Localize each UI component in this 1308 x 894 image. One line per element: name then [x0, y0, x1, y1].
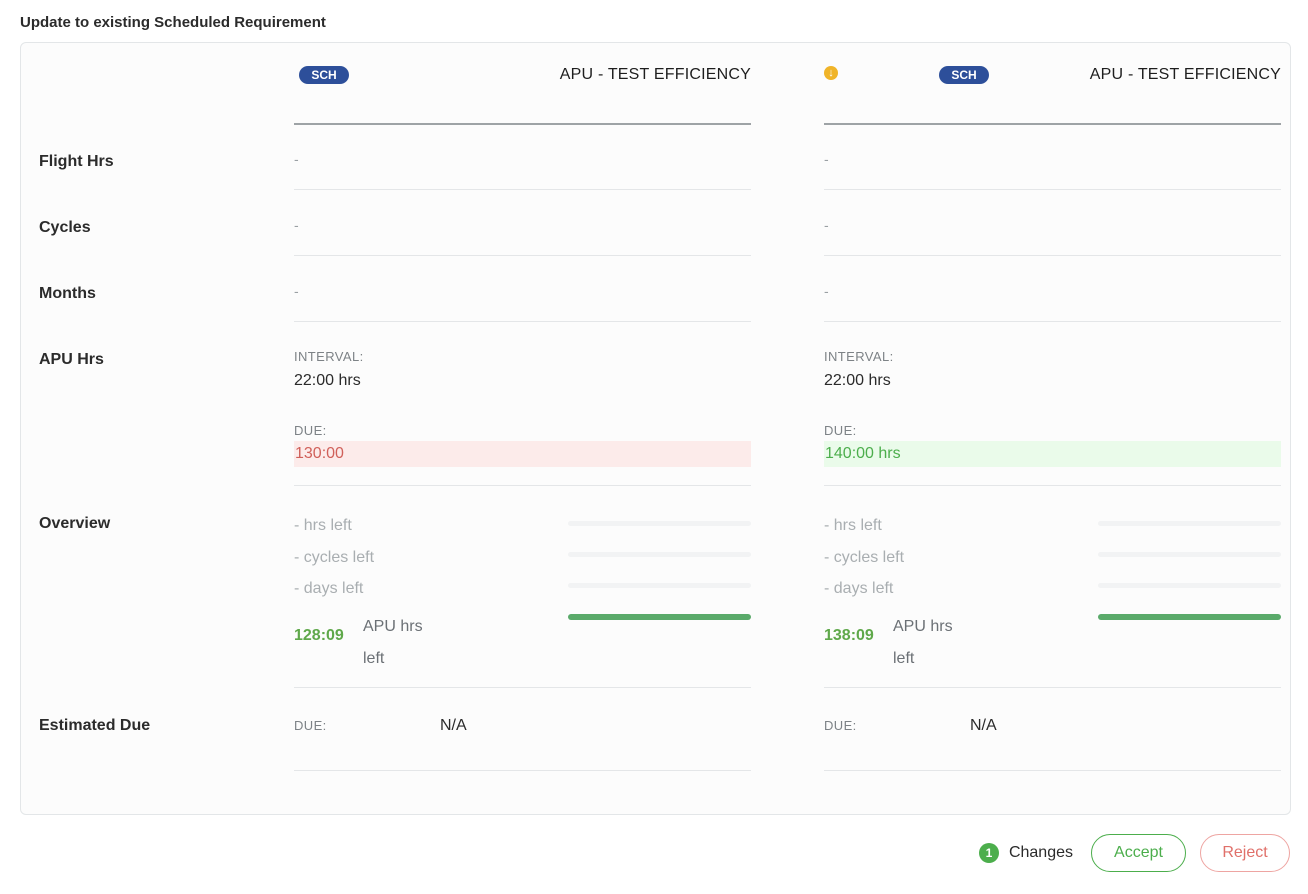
- divider: [294, 770, 751, 771]
- estimated-due-label: DUE:: [294, 718, 327, 733]
- existing-requirement-column: SCH APU - TEST EFFICIENCY - - - INTERVAL…: [294, 0, 751, 894]
- flight-hrs-value: -: [294, 151, 299, 167]
- flight-hrs-value: -: [824, 151, 829, 167]
- column-header: ↓ SCH APU - TEST EFFICIENCY: [824, 64, 1281, 125]
- row-label-apu-hrs: APU Hrs: [39, 351, 104, 368]
- due-value-new: 140:00 hrs: [824, 441, 1281, 467]
- due-value-old: 130:00: [294, 441, 751, 467]
- hrs-left-bar: [568, 521, 751, 526]
- footer-actions: 1 Changes Accept Reject: [978, 834, 1290, 872]
- apu-hrs-left-value: 138:09: [824, 627, 874, 644]
- apu-hrs-left-label-line2: left: [893, 650, 915, 667]
- page-title: Update to existing Scheduled Requirement: [20, 14, 326, 31]
- apu-hrs-left-value: 128:09: [294, 627, 344, 644]
- changes-label: Changes: [1008, 844, 1073, 861]
- divider: [824, 485, 1281, 486]
- requirement-title: APU - TEST EFFICIENCY: [559, 66, 751, 83]
- estimated-due-value: N/A: [970, 717, 997, 734]
- arrow-down-circle-icon: ↓: [824, 66, 838, 80]
- interval-label: INTERVAL:: [294, 349, 364, 364]
- changes-count-badge: 1: [978, 843, 999, 863]
- apu-hrs-left-label-line2: left: [363, 650, 385, 667]
- months-value: -: [824, 283, 829, 299]
- apu-hrs-left-bar: [568, 614, 751, 620]
- row-label-estimated-due: Estimated Due: [39, 717, 151, 734]
- divider: [294, 189, 751, 190]
- row-label-overview: Overview: [39, 515, 111, 532]
- cycles-left-bar: [568, 552, 751, 557]
- days-left-bar: [568, 583, 751, 588]
- hrs-left-text: - hrs left: [294, 517, 352, 534]
- requirement-title: APU - TEST EFFICIENCY: [1089, 66, 1281, 83]
- apu-hrs-left-label-line1: APU hrs: [893, 618, 953, 635]
- cycles-left-bar: [1098, 552, 1281, 557]
- interval-label: INTERVAL:: [824, 349, 894, 364]
- due-label: DUE:: [824, 423, 857, 438]
- days-left-bar: [1098, 583, 1281, 588]
- divider: [294, 321, 751, 322]
- divider: [294, 255, 751, 256]
- row-label-cycles: Cycles: [39, 219, 91, 236]
- estimated-due-value: N/A: [440, 717, 467, 734]
- divider: [824, 687, 1281, 688]
- accept-button[interactable]: Accept: [1091, 834, 1186, 872]
- interval-value: 22:00 hrs: [294, 372, 361, 389]
- apu-hrs-left-bar: [1098, 614, 1281, 620]
- comparison-card: [20, 42, 1291, 815]
- months-value: -: [294, 283, 299, 299]
- cycles-left-text: - cycles left: [294, 549, 375, 566]
- due-label: DUE:: [294, 423, 327, 438]
- divider: [824, 770, 1281, 771]
- apu-hrs-left-label-line1: APU hrs: [363, 618, 423, 635]
- hrs-left-bar: [1098, 521, 1281, 526]
- hrs-left-text: - hrs left: [824, 517, 882, 534]
- cycles-value: -: [824, 217, 829, 233]
- sch-badge: SCH: [939, 66, 989, 84]
- cycles-value: -: [294, 217, 299, 233]
- days-left-text: - days left: [824, 580, 894, 597]
- divider: [294, 687, 751, 688]
- column-header: SCH APU - TEST EFFICIENCY: [294, 64, 751, 125]
- row-label-months: Months: [39, 285, 96, 302]
- apu-hrs-left-label: APU hrs left: [363, 611, 423, 675]
- divider: [294, 485, 751, 486]
- apu-hrs-left-label: APU hrs left: [893, 611, 953, 675]
- interval-value: 22:00 hrs: [824, 372, 891, 389]
- divider: [824, 255, 1281, 256]
- divider: [824, 189, 1281, 190]
- row-label-flight-hrs: Flight Hrs: [39, 153, 114, 170]
- divider: [824, 321, 1281, 322]
- days-left-text: - days left: [294, 580, 364, 597]
- updated-requirement-column: ↓ SCH APU - TEST EFFICIENCY - - - INTERV…: [824, 0, 1281, 894]
- sch-badge: SCH: [299, 66, 349, 84]
- cycles-left-text: - cycles left: [824, 549, 905, 566]
- estimated-due-label: DUE:: [824, 718, 857, 733]
- reject-button[interactable]: Reject: [1200, 834, 1290, 872]
